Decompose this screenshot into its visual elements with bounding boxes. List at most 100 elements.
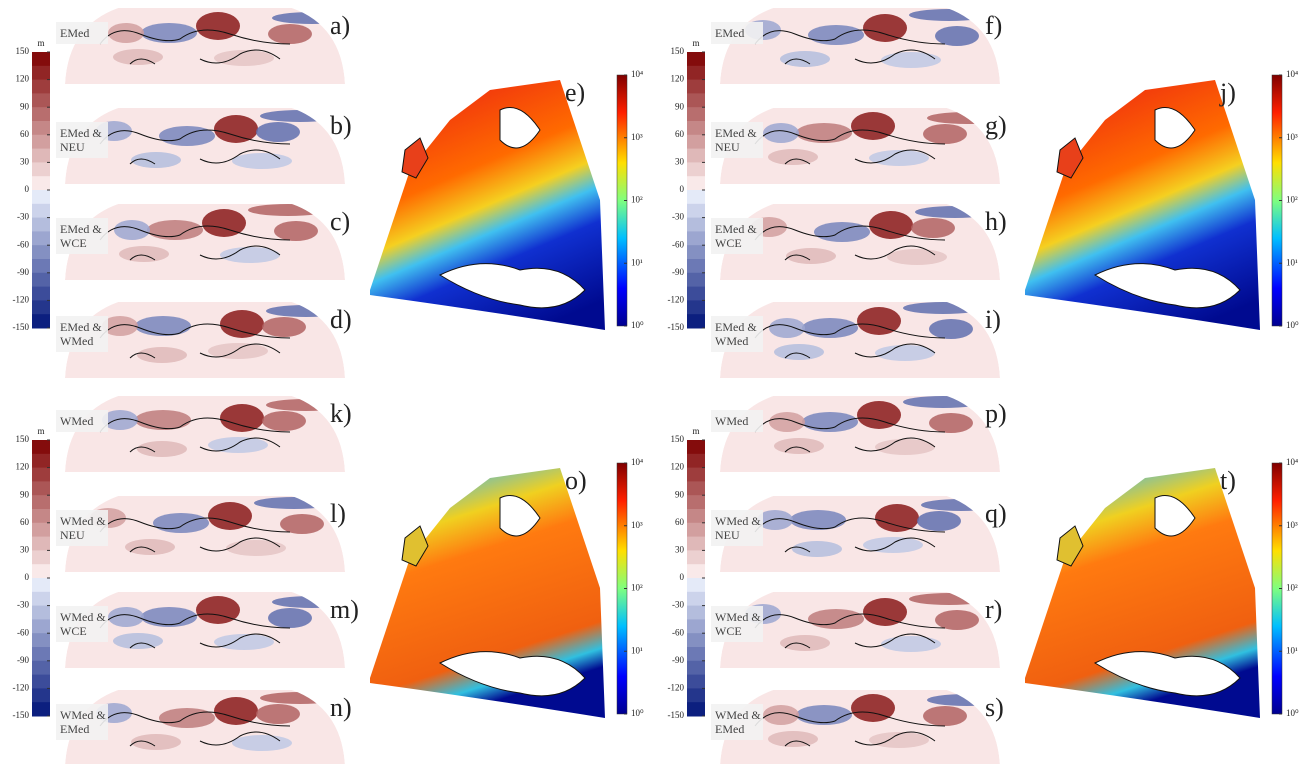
colorbar-band <box>687 674 705 689</box>
log-tick-label: 10⁴ <box>631 69 643 79</box>
anomaly-map: EMed a) <box>56 8 350 84</box>
anomaly <box>208 343 268 359</box>
anomaly <box>260 110 340 122</box>
colorbar-band <box>687 52 705 67</box>
panel-label: WMed <box>715 414 748 428</box>
anomaly <box>131 734 181 750</box>
log-tick-label: 10³ <box>1286 132 1298 142</box>
map-field <box>65 204 345 280</box>
colorbar-tick-label: -90 <box>672 267 684 277</box>
colorbar-band <box>32 674 50 689</box>
colorbar-band <box>687 702 705 717</box>
colorbar-band <box>32 702 50 717</box>
europe-map: t) <box>1025 466 1260 718</box>
colorbar-band <box>32 52 50 67</box>
panel-label: NEU <box>60 528 85 542</box>
colorbar-tick-label: -150 <box>668 322 685 332</box>
anomaly-map: EMed f) <box>711 8 1002 84</box>
colorbar-band <box>32 107 50 122</box>
colorbar-band <box>32 440 50 455</box>
colorbar-tick-label: 90 <box>20 489 30 499</box>
panel-label: WMed & <box>60 708 106 722</box>
coastline <box>754 129 946 165</box>
anomaly <box>796 705 852 725</box>
label-box <box>56 218 108 254</box>
colorbar-tick-label: 150 <box>16 46 30 56</box>
label-box <box>711 22 763 44</box>
anomaly <box>935 26 979 46</box>
coastline <box>754 711 946 747</box>
anomaly-map: EMed &WCE c) <box>56 204 350 280</box>
coastline <box>99 711 291 747</box>
anomaly <box>808 25 864 45</box>
anomaly <box>869 150 929 166</box>
colorbar-tick-label: 120 <box>671 74 685 84</box>
colorbar-band <box>32 688 50 703</box>
colorbar-tick-label: -60 <box>672 627 684 637</box>
colorbar-band <box>687 245 705 260</box>
anomaly-map: EMed &WMed i) <box>711 302 1001 378</box>
anomaly <box>857 401 901 429</box>
anomaly <box>274 221 318 241</box>
log-tick-label: 10⁴ <box>631 457 643 467</box>
log-tick-label: 10⁴ <box>1286 457 1298 467</box>
colorbar-tick-label: -30 <box>17 212 29 222</box>
map-field <box>65 496 345 572</box>
colorbar-tick-label: 150 <box>671 46 685 56</box>
colorbar-tick-label: -150 <box>13 322 30 332</box>
colorbar-tick-label: -120 <box>13 294 30 304</box>
panel-letter: l) <box>330 499 346 528</box>
colorbar-band <box>687 231 705 246</box>
log-tick-label: 10² <box>1286 195 1298 205</box>
anomaly <box>268 608 312 628</box>
panel-letter: a) <box>330 11 350 40</box>
colorbar-band <box>32 176 50 191</box>
anomaly <box>875 345 935 361</box>
anomaly <box>796 123 852 143</box>
panel-letter: c) <box>330 207 350 236</box>
anomaly <box>232 153 292 169</box>
panel-label: WCE <box>60 624 87 638</box>
panel-label: WMed <box>60 334 93 348</box>
anomaly <box>863 14 907 42</box>
anomaly <box>881 52 941 68</box>
anomaly <box>875 439 935 455</box>
colorbar-band <box>32 591 50 607</box>
anomaly <box>757 510 793 530</box>
anomaly-map: WMed k) <box>56 396 352 472</box>
anomaly <box>915 206 995 218</box>
panel-letter: m) <box>330 595 359 624</box>
anomaly-map: EMed &NEU g) <box>711 108 1007 184</box>
map-field <box>720 396 1000 472</box>
panel-label: WCE <box>715 236 742 250</box>
anomaly <box>869 732 929 748</box>
anomaly <box>141 23 197 43</box>
map-field <box>65 396 345 472</box>
log-tick-label: 10² <box>1286 583 1298 593</box>
colorbar-tick-label: 30 <box>20 544 30 554</box>
anomaly <box>917 511 961 531</box>
colorbar-band <box>32 231 50 246</box>
anomaly <box>935 610 979 630</box>
colorbar-tick-label: -90 <box>17 267 29 277</box>
colorbar-tick-label: 0 <box>25 572 30 582</box>
colorbar-unit: m <box>692 38 699 48</box>
anomaly <box>923 124 967 144</box>
anomaly <box>763 705 799 725</box>
panel-label: WMed & <box>60 514 106 528</box>
panel-letter: g) <box>985 111 1007 140</box>
label-box <box>711 510 763 546</box>
colorbar-band <box>687 481 705 496</box>
colorbar-band <box>687 605 705 620</box>
colorbar-band <box>687 550 705 565</box>
map-letter: j) <box>1219 78 1236 107</box>
colorbar-band <box>32 65 50 81</box>
colorbar-tick-label: 0 <box>680 184 685 194</box>
anomaly <box>857 307 901 335</box>
colorbar-band <box>687 522 705 538</box>
colorbar-tick-label: 90 <box>20 101 30 111</box>
colorbar-band <box>32 578 50 593</box>
